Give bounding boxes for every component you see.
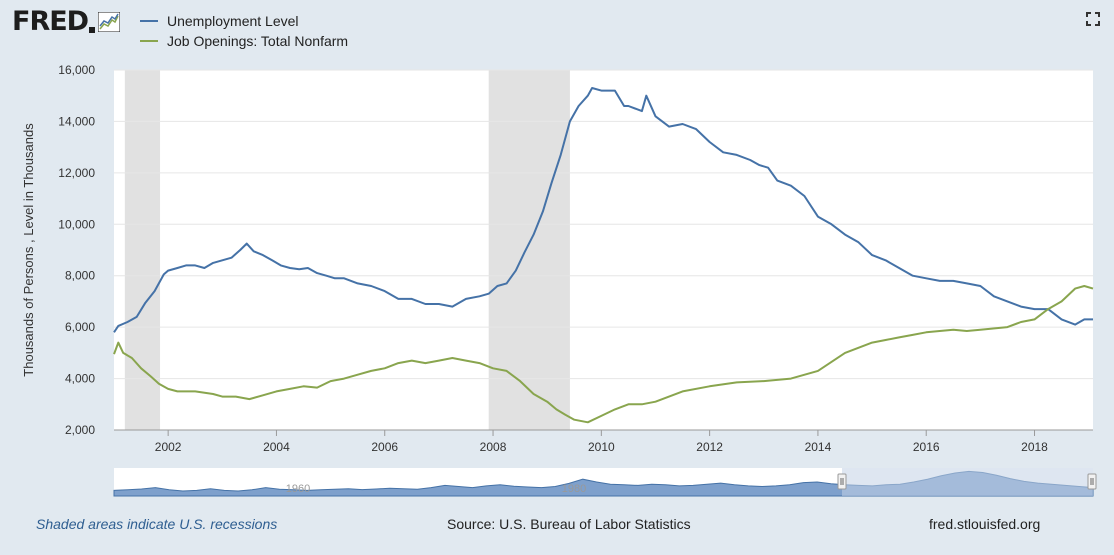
y-tick-label: 8,000 [65, 269, 95, 283]
x-tick-label: 2002 [155, 440, 182, 454]
navigator-handle-right[interactable] [1087, 473, 1097, 490]
recession-note[interactable]: Shaded areas indicate U.S. recessions [36, 516, 278, 532]
legend-label-unemployment: Unemployment Level [167, 13, 299, 29]
fred-logo[interactable]: FRED [12, 6, 121, 37]
legend-item-unemployment[interactable]: Unemployment Level [140, 11, 348, 31]
site-url[interactable]: fred.stlouisfed.org [929, 516, 1041, 532]
y-axis-title: Thousands of Persons , Level in Thousand… [21, 123, 36, 377]
logo-text: FRED [12, 6, 89, 37]
x-tick-label: 2006 [371, 440, 398, 454]
plot-background [114, 70, 1093, 430]
series-unemployment-line[interactable] [113, 87, 1093, 333]
y-tick-label: 2,000 [65, 423, 95, 437]
y-tick-label: 14,000 [58, 114, 95, 128]
y-tick-label: 4,000 [65, 372, 95, 386]
navigator-handle-left[interactable] [837, 473, 847, 490]
legend-swatch-job-openings [140, 40, 158, 42]
recession-band-0 [124, 70, 161, 430]
recession-band-1 [488, 70, 570, 430]
x-tick-label: 2012 [696, 440, 723, 454]
y-tick-label: 16,000 [58, 63, 95, 77]
source-text: Source: U.S. Bureau of Labor Statistics [447, 516, 691, 532]
legend-swatch-unemployment [140, 20, 158, 22]
y-tick-label: 6,000 [65, 320, 95, 334]
series-job-openings-line[interactable] [113, 285, 1094, 424]
x-tick-label: 2016 [913, 440, 940, 454]
axis-layer: 2,000 4,000 6,000 8,000 10,000 12,000 14,000 16… [58, 63, 1093, 454]
logo-dot [89, 26, 96, 33]
x-tick-label: 2014 [805, 440, 832, 454]
x-tick-label: 2004 [263, 440, 290, 454]
legend-label-job-openings: Job Openings: Total Nonfarm [167, 33, 349, 49]
navigator-label: 1980 [562, 483, 586, 495]
x-tick-label: 2008 [480, 440, 507, 454]
y-tick-label: 12,000 [58, 166, 95, 180]
grid-layer [114, 69, 1093, 431]
y-tick-label: 10,000 [58, 217, 95, 231]
navigator-selection[interactable] [842, 468, 1093, 496]
range-navigator[interactable]: 1960 1980 [113, 468, 1097, 497]
expand-icon[interactable] [1086, 12, 1100, 26]
logo-chart-icon [98, 11, 121, 32]
series-layer [113, 87, 1094, 424]
chart-legend: Unemployment Level Job Openings: Total N… [140, 11, 348, 51]
navigator-label: 1960 [286, 483, 310, 495]
x-tick-label: 2018 [1021, 440, 1048, 454]
legend-item-job-openings[interactable]: Job Openings: Total Nonfarm [140, 31, 348, 51]
x-tick-label: 2010 [588, 440, 615, 454]
